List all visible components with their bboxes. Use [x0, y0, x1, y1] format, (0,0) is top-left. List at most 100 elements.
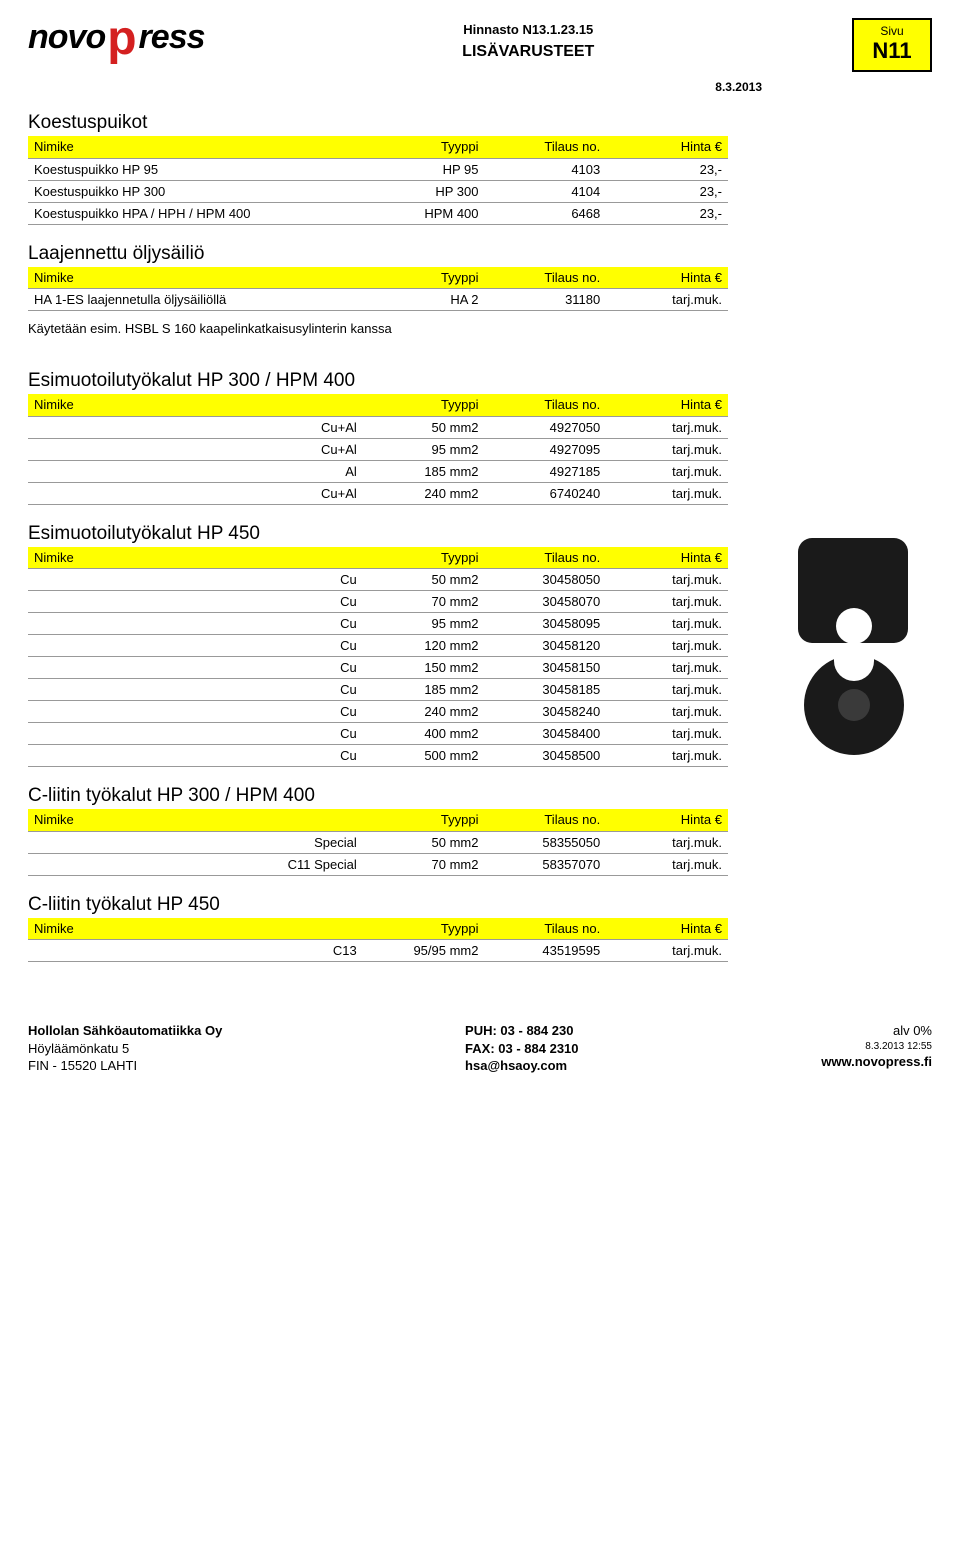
cell: HA 2	[363, 289, 485, 311]
table-row: Cu95 mm230458095tarj.muk.	[28, 613, 728, 635]
section-title-koest: Koestuspuikot	[28, 112, 932, 134]
table-esi300: Nimike Tyyppi Tilaus no. Hinta € Cu+Al50…	[28, 394, 728, 505]
cell: Cu	[271, 679, 362, 701]
cell: Cu	[271, 745, 362, 767]
cell: C13	[251, 940, 363, 962]
section-title-clit450: C-liitin työkalut HP 450	[28, 894, 932, 916]
th-tyyppi: Tyyppi	[363, 394, 485, 416]
page-box: Sivu N11	[852, 18, 932, 72]
cell: 43519595	[485, 940, 607, 962]
table-row: Cu70 mm230458070tarj.muk.	[28, 591, 728, 613]
footer-left: Hollolan Sähköautomatiikka Oy Höyläämönk…	[28, 1022, 222, 1075]
cell: tarj.muk.	[606, 853, 728, 875]
cell: 30458150	[485, 657, 607, 679]
cell	[28, 701, 271, 723]
table-clit450: Nimike Tyyppi Tilaus no. Hinta € C1395/9…	[28, 918, 728, 963]
cell	[28, 438, 271, 460]
cell: 6740240	[485, 482, 607, 504]
table-row: Cu150 mm230458150tarj.muk.	[28, 657, 728, 679]
title-block: Hinnasto N13.1.23.15 LISÄVARUSTEET	[205, 22, 852, 61]
table-row: Koestuspuikko HP 300HP 300410423,-	[28, 180, 728, 202]
cell	[28, 460, 271, 482]
cell: HPM 400	[363, 202, 485, 224]
cell: 4927095	[485, 438, 607, 460]
page-label: Sivu	[854, 24, 930, 38]
cell: tarj.muk.	[606, 657, 728, 679]
cell: 95 mm2	[363, 613, 485, 635]
cell	[28, 635, 271, 657]
table-row: Cu120 mm230458120tarj.muk.	[28, 635, 728, 657]
cell: 50 mm2	[363, 831, 485, 853]
th-hinta: Hinta €	[606, 547, 728, 569]
cell: 58357070	[485, 853, 607, 875]
cell: 23,-	[606, 158, 728, 180]
th-nimike: Nimike	[28, 394, 363, 416]
table-row: C1395/95 mm243519595tarj.muk.	[28, 940, 728, 962]
cell: 30458050	[485, 569, 607, 591]
cell: 31180	[485, 289, 607, 311]
die-round-icon	[804, 655, 904, 755]
table-row: Al185 mm24927185tarj.muk.	[28, 460, 728, 482]
cell: 30458070	[485, 591, 607, 613]
cell: 50 mm2	[363, 416, 485, 438]
table-header-row: Nimike Tyyppi Tilaus no. Hinta €	[28, 809, 728, 831]
cell: tarj.muk.	[606, 613, 728, 635]
cell: Cu+Al	[271, 416, 362, 438]
th-nimike: Nimike	[28, 136, 363, 158]
cell: 150 mm2	[363, 657, 485, 679]
table-row: Cu+Al240 mm26740240tarj.muk.	[28, 482, 728, 504]
cell: Cu+Al	[271, 482, 362, 504]
cell	[28, 591, 271, 613]
cell	[28, 569, 271, 591]
cell: tarj.muk.	[606, 635, 728, 657]
table-koest: Nimike Tyyppi Tilaus no. Hinta € Koestus…	[28, 136, 728, 225]
th-nimike: Nimike	[28, 918, 363, 940]
cell: tarj.muk.	[606, 591, 728, 613]
footer-city: FIN - 15520 LAHTI	[28, 1057, 222, 1075]
cell: 120 mm2	[363, 635, 485, 657]
table-row: Special50 mm258355050tarj.muk.	[28, 831, 728, 853]
th-tilaus: Tilaus no.	[485, 918, 607, 940]
cell: tarj.muk.	[606, 831, 728, 853]
th-tyyppi: Tyyppi	[363, 918, 485, 940]
cell: 70 mm2	[363, 853, 485, 875]
footer-email: hsa@hsaoy.com	[465, 1057, 578, 1075]
cell: 23,-	[606, 180, 728, 202]
table-row: Cu+Al95 mm24927095tarj.muk.	[28, 438, 728, 460]
cell: 240 mm2	[363, 701, 485, 723]
cell	[28, 853, 251, 875]
th-hinta: Hinta €	[606, 394, 728, 416]
cell: C11 Special	[251, 853, 363, 875]
footer-mid: PUH: 03 - 884 230 FAX: 03 - 884 2310 hsa…	[465, 1022, 578, 1075]
footer-alv: alv 0%	[821, 1022, 932, 1040]
cell: 70 mm2	[363, 591, 485, 613]
th-hinta: Hinta €	[606, 267, 728, 289]
cell: Special	[251, 831, 363, 853]
table-row: Cu240 mm230458240tarj.muk.	[28, 701, 728, 723]
cell	[28, 416, 271, 438]
die-square-icon	[798, 538, 908, 643]
cell: 240 mm2	[363, 482, 485, 504]
product-images	[798, 538, 908, 755]
section-title-clit300: C-liitin työkalut HP 300 / HPM 400	[28, 785, 932, 807]
section-title-esi300: Esimuotoilutyökalut HP 300 / HPM 400	[28, 370, 932, 392]
table-header-row: Nimike Tyyppi Tilaus no. Hinta €	[28, 267, 728, 289]
th-tilaus: Tilaus no.	[485, 809, 607, 831]
table-header-row: Nimike Tyyppi Tilaus no. Hinta €	[28, 918, 728, 940]
subtitle-line: LISÄVARUSTEET	[205, 43, 852, 61]
table-header-row: Nimike Tyyppi Tilaus no. Hinta €	[28, 394, 728, 416]
cell: Cu	[271, 657, 362, 679]
th-tilaus: Tilaus no.	[485, 547, 607, 569]
cell: Cu	[271, 613, 362, 635]
cell: Koestuspuikko HP 95	[28, 158, 363, 180]
footer-street: Höyläämönkatu 5	[28, 1040, 222, 1058]
table-esi450: Nimike Tyyppi Tilaus no. Hinta € Cu50 mm…	[28, 547, 728, 768]
footer-right: alv 0% 8.3.2013 12:55 www.novopress.fi	[821, 1022, 932, 1075]
cell: Cu	[271, 723, 362, 745]
cell: 500 mm2	[363, 745, 485, 767]
cell	[28, 613, 271, 635]
cell: 185 mm2	[363, 679, 485, 701]
cell: 30458095	[485, 613, 607, 635]
th-hinta: Hinta €	[606, 136, 728, 158]
th-tilaus: Tilaus no.	[485, 136, 607, 158]
